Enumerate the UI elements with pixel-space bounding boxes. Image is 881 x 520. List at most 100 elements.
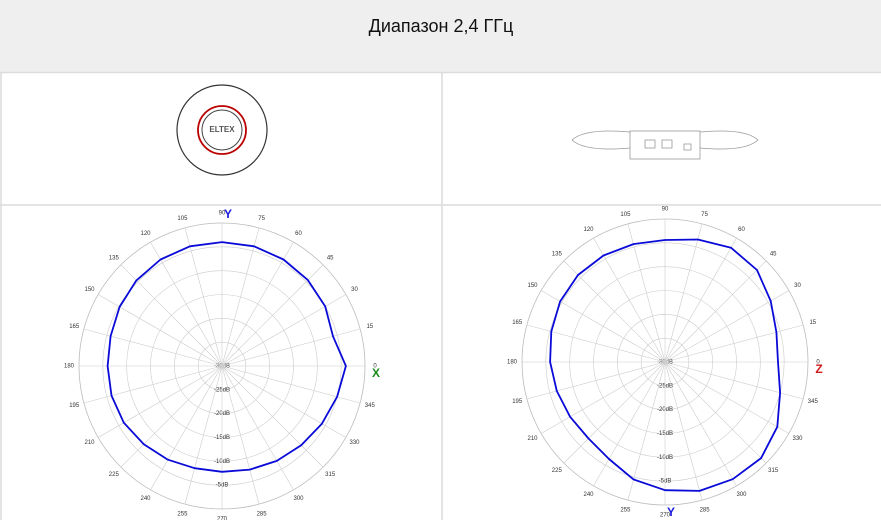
grid-spoke [526,324,666,363]
device-top-image: ELTEX [176,84,268,176]
angle-tick-label: 240 [583,492,594,498]
grid-spoke [627,361,666,501]
grid-spoke [184,365,223,505]
grid-spoke [664,238,737,363]
angle-tick-label: 270 [217,517,228,520]
grid-spoke [664,361,703,501]
angle-tick-label: 225 [109,472,120,478]
grid-spoke [221,365,361,404]
grid-spoke [664,361,789,434]
angle-tick-label: 195 [512,399,523,405]
angle-tick-label: 345 [808,399,819,405]
header-title: Диапазон 2,4 ГГц [369,16,514,36]
axis-label: X [372,366,380,380]
grid-spoke [627,223,666,363]
grid-spoke [120,365,223,468]
angle-tick-label: 180 [507,360,518,366]
angle-tick-label: 180 [64,364,75,370]
grid-spoke [83,328,223,367]
angle-tick-label: 210 [527,436,538,442]
angle-tick-label: 285 [700,507,711,513]
grid-spoke [184,227,223,367]
grid-spoke [563,361,666,464]
grid-spoke [98,294,223,367]
grid-spoke [221,328,361,367]
header-band [0,0,881,72]
angle-tick-label: 75 [701,212,708,218]
grid-spoke [593,361,666,486]
angle-tick-label: 15 [809,320,816,326]
grid-spoke [541,361,666,434]
grid-spoke [664,361,804,400]
angle-tick-label: 60 [738,227,745,233]
axis-label: Y [667,505,675,519]
grid-spoke [664,324,804,363]
angle-tick-label: 225 [552,468,563,474]
angle-tick-label: 345 [365,403,376,409]
angle-tick-label: 165 [69,324,80,330]
angle-tick-label: 165 [512,320,523,326]
angle-tick-label: 105 [620,212,631,218]
grid-spoke [150,242,223,367]
grid-spoke [83,365,223,404]
angle-tick-label: 0 [816,360,820,366]
angle-tick-label: 210 [84,440,95,446]
angle-tick-label: 90 [219,211,226,217]
grid-spoke [593,238,666,363]
grid-spoke [526,361,666,400]
table-borders [0,71,881,520]
angle-tick-label: 315 [768,468,779,474]
angle-tick-label: 300 [736,492,747,498]
angle-tick-label: 330 [792,436,803,442]
pattern-curve [549,238,781,492]
angle-tick-label: 330 [349,440,360,446]
angle-tick-label: 30 [794,283,801,289]
grid-spoke [120,264,223,367]
grid-spoke [664,260,767,363]
angle-tick-label: 135 [109,255,120,261]
grid-spoke [221,294,346,367]
angle-tick-label: 315 [325,472,336,478]
grid-spoke [221,264,324,367]
angle-tick-label: 60 [295,231,302,237]
angle-tick-label: 270 [660,513,671,519]
angle-tick-label: 255 [177,511,188,517]
angle-tick-label: 75 [258,216,265,222]
angle-tick-label: 240 [140,496,151,502]
angle-tick-label: 15 [366,324,373,330]
angle-tick-label: 135 [552,251,563,257]
grid-spoke [664,361,767,464]
grid-spoke [664,223,703,363]
grid-spoke [563,260,666,363]
angle-tick-label: 45 [770,251,777,257]
axis-label: Y [224,207,232,221]
grid-spoke [221,227,260,367]
angle-tick-label: 255 [620,507,631,513]
angle-tick-label: 30 [351,287,358,293]
axis-label: Z [815,362,822,376]
grid-spoke [221,365,294,490]
logo: ELTEX [209,125,235,134]
grid-spoke [541,290,666,363]
grid-spoke [221,365,346,438]
device-side-image [571,130,759,160]
angle-tick-label: 195 [69,403,80,409]
angle-tick-label: 285 [257,511,268,517]
angle-tick-label: 120 [140,231,151,237]
angle-tick-label: 105 [177,216,188,222]
angle-tick-label: 150 [84,287,95,293]
grid-spoke [664,290,789,363]
grid-spoke [221,365,324,468]
angle-tick-label: 150 [527,283,538,289]
grid-spoke [98,365,223,438]
grid-spoke [221,242,294,367]
grid-spoke [664,361,737,486]
angle-tick-label: 0 [373,364,377,370]
angle-tick-label: 120 [583,227,594,233]
grid-spoke [150,365,223,490]
pattern-curve [106,241,347,473]
angle-tick-label: 300 [293,496,304,502]
angle-tick-label: 45 [327,255,334,261]
grid-spoke [221,365,260,505]
